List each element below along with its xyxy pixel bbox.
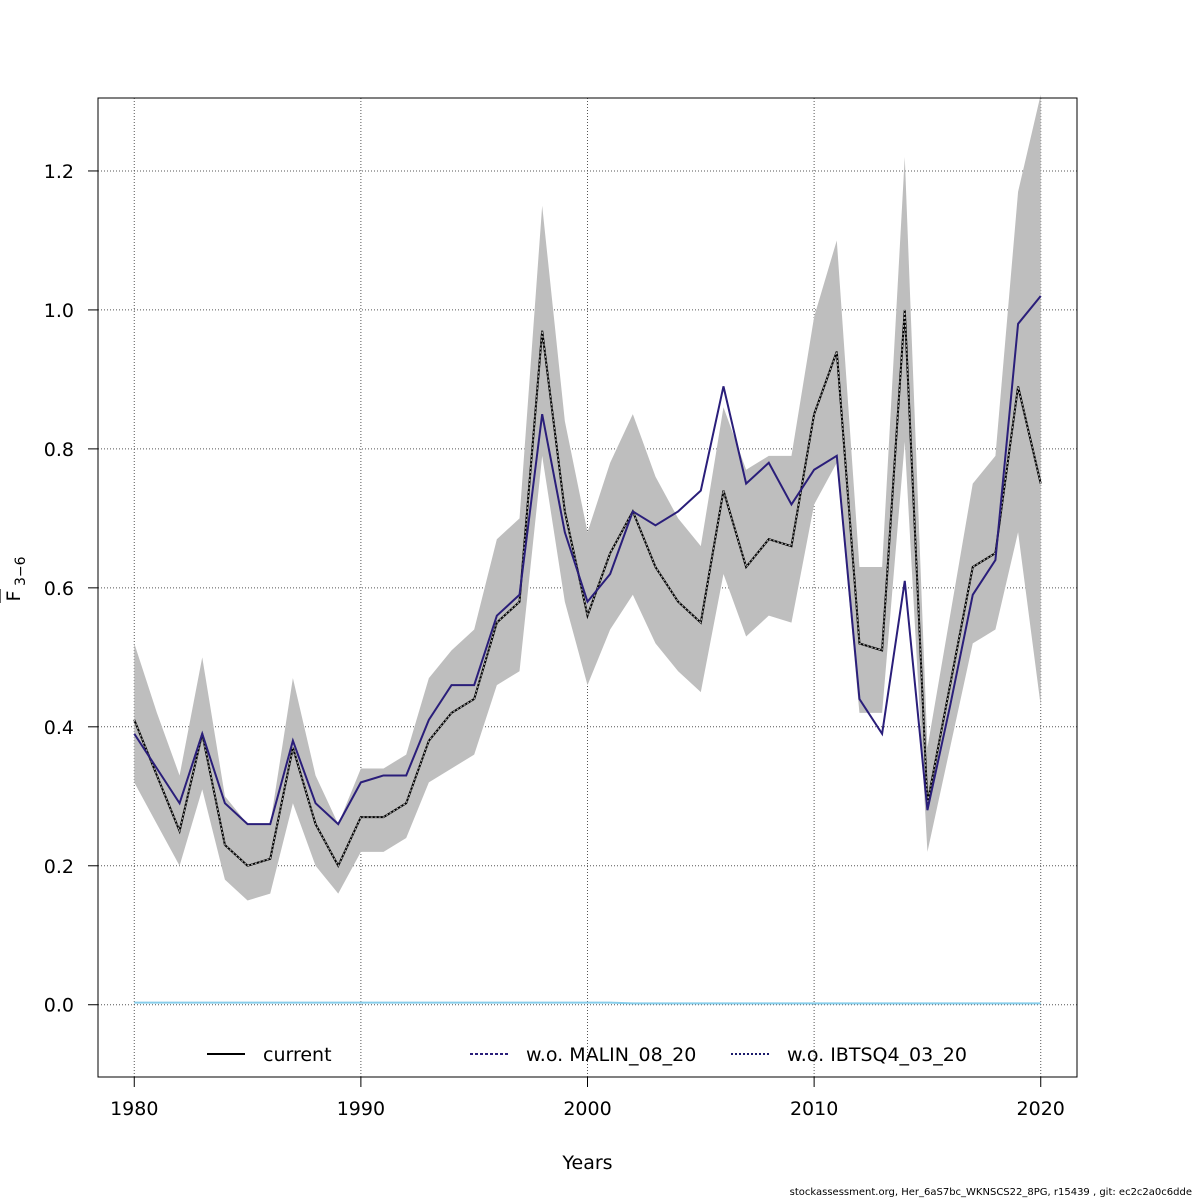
x-axis-title: Years xyxy=(561,1152,612,1174)
x-tick-label: 1980 xyxy=(110,1098,158,1120)
y-tick-label: 1.0 xyxy=(44,300,74,322)
y-axis: 0.0 0.2 0.4 0.6 0.8 1.0 1.2 xyxy=(44,161,98,1017)
x-axis: 1980 1990 2000 2010 2020 xyxy=(110,1077,1065,1120)
series-layer xyxy=(133,295,1042,1005)
y-tick-label: 0.2 xyxy=(44,856,74,878)
x-tick-label: 2000 xyxy=(563,1098,611,1120)
y-axis-title-subscript: 3−6 xyxy=(13,556,29,586)
legend-label: w.o. MALIN_08_20 xyxy=(526,1044,696,1066)
x-tick-label: 2010 xyxy=(790,1098,838,1120)
confidence-band xyxy=(134,94,1041,901)
confidence-band-layer xyxy=(134,94,1041,901)
x-tick-label: 1990 xyxy=(337,1098,385,1120)
y-axis-title: F 3−6 xyxy=(0,556,29,603)
series-line-current-overlay xyxy=(133,309,1042,867)
y-axis-title-main: F xyxy=(3,591,25,602)
series-line-ibtsq4 xyxy=(134,1001,1041,1005)
series-line-malin xyxy=(133,295,1042,826)
y-tick-label: 0.0 xyxy=(44,995,74,1017)
legend-label: current xyxy=(263,1044,332,1066)
legend-label: w.o. IBTSQ4_03_20 xyxy=(787,1044,967,1066)
y-tick-label: 0.6 xyxy=(44,578,74,600)
y-tick-label: 0.8 xyxy=(44,439,74,461)
y-tick-label: 0.4 xyxy=(44,717,74,739)
legend: current w.o. MALIN_08_20 w.o. IBTSQ4_03_20 xyxy=(207,1044,967,1066)
y-tick-label: 1.2 xyxy=(44,161,74,183)
footer-credit: stockassessment.org, Her_6aS7bc_WKNSCS22… xyxy=(789,1187,1192,1198)
x-tick-label: 2020 xyxy=(1017,1098,1065,1120)
